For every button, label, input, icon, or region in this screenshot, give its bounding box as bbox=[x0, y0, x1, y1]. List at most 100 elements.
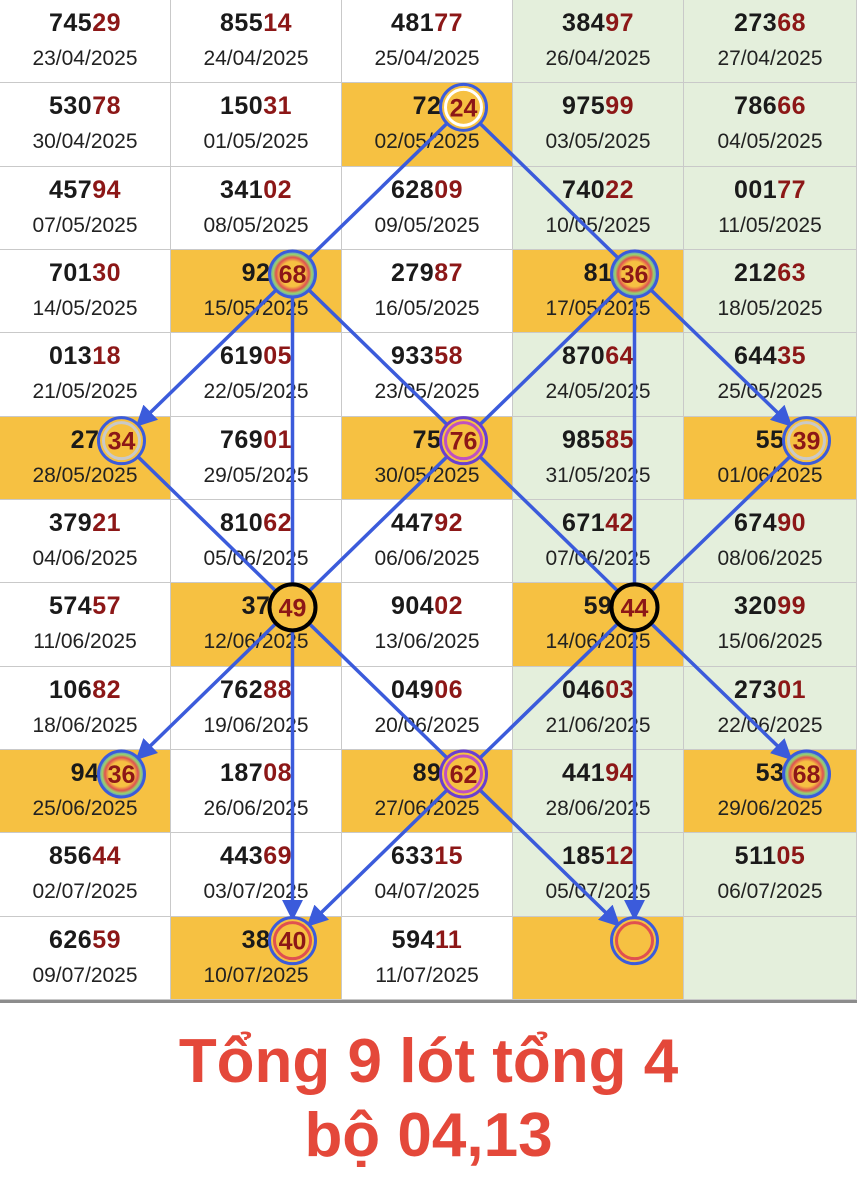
number-prefix: 273 bbox=[733, 9, 778, 37]
result-number: 27 bbox=[0, 426, 170, 455]
result-date: 28/05/2025 bbox=[32, 463, 138, 487]
result-number: 34102 bbox=[171, 176, 341, 205]
number-prefix: 574 bbox=[48, 592, 93, 621]
result-cell: 00177 11/05/2025 bbox=[684, 166, 857, 250]
result-cell: 61905 22/05/2025 bbox=[171, 333, 342, 417]
result-cell: 27368 27/04/2025 bbox=[684, 0, 857, 84]
number-suffix: 01 bbox=[263, 425, 293, 454]
number-suffix: 18 bbox=[92, 342, 122, 371]
result-cell: 27 28/05/2025 bbox=[0, 416, 171, 500]
result-cell: 90402 13/06/2025 bbox=[342, 583, 513, 667]
result-number: 38 bbox=[171, 926, 341, 955]
result-number: 10682 bbox=[0, 676, 170, 705]
result-number: 90402 bbox=[342, 592, 512, 621]
result-number: 44194 bbox=[513, 759, 683, 788]
result-cell: 37921 04/06/2025 bbox=[0, 499, 171, 584]
number-prefix: 187 bbox=[219, 758, 264, 787]
result-date: 25/05/2025 bbox=[717, 380, 823, 404]
number-suffix: 02 bbox=[263, 175, 293, 204]
number-prefix: 38 bbox=[241, 925, 271, 954]
number-prefix: 150 bbox=[219, 92, 264, 121]
result-cell: 18708 26/06/2025 bbox=[171, 749, 342, 834]
number-suffix: 31 bbox=[263, 92, 293, 121]
result-cell: 48177 25/04/2025 bbox=[342, 0, 513, 84]
result-number: 32099 bbox=[684, 592, 856, 621]
result-cell: 62659 09/07/2025 bbox=[0, 916, 171, 1000]
number-suffix: 44 bbox=[92, 842, 122, 871]
number-prefix: 745 bbox=[48, 9, 93, 37]
result-date: 04/05/2025 bbox=[717, 130, 823, 154]
number-prefix: 904 bbox=[390, 592, 435, 621]
number-suffix: 64 bbox=[605, 342, 635, 371]
result-cell: 62809 09/05/2025 bbox=[342, 166, 513, 250]
number-prefix: 013 bbox=[48, 342, 93, 371]
number-suffix: 05 bbox=[263, 342, 293, 371]
result-number: 57457 bbox=[0, 592, 170, 621]
number-suffix: 88 bbox=[263, 675, 293, 704]
number-prefix: 786 bbox=[733, 92, 778, 121]
result-number: 38497 bbox=[513, 9, 683, 38]
result-number: 44792 bbox=[342, 509, 512, 538]
number-suffix: 58 bbox=[434, 342, 464, 371]
result-number: 67142 bbox=[513, 509, 683, 538]
number-suffix: 22 bbox=[605, 175, 635, 204]
number-suffix: 11 bbox=[434, 925, 463, 954]
result-cell: 27987 16/05/2025 bbox=[342, 249, 513, 334]
result-number: 64435 bbox=[684, 342, 856, 371]
result-date: 24/04/2025 bbox=[203, 47, 309, 70]
result-number: 01318 bbox=[0, 342, 170, 371]
result-number: 53078 bbox=[0, 92, 170, 121]
number-prefix: 72 bbox=[412, 92, 442, 121]
number-suffix: 03 bbox=[605, 675, 635, 704]
result-date: 01/06/2025 bbox=[717, 463, 823, 487]
result-cell: 85514 24/04/2025 bbox=[171, 0, 342, 84]
result-date: 21/06/2025 bbox=[545, 713, 651, 737]
result-number: 61905 bbox=[171, 342, 341, 371]
result-number: 59 bbox=[513, 592, 683, 621]
result-number: 93358 bbox=[342, 342, 512, 371]
number-prefix: 001 bbox=[733, 175, 778, 204]
result-cell: 67142 07/06/2025 bbox=[513, 499, 684, 584]
lottery-results-grid: 74529 23/04/2025 85514 24/04/2025 48177 25/04… bbox=[0, 0, 857, 1003]
result-date: 30/04/2025 bbox=[32, 130, 138, 154]
result-cell: 32099 15/06/2025 bbox=[684, 583, 857, 667]
number-prefix: 106 bbox=[48, 675, 93, 704]
result-date: 10/07/2025 bbox=[203, 963, 309, 987]
number-prefix: 674 bbox=[733, 508, 778, 537]
number-prefix: 92 bbox=[241, 258, 271, 287]
result-cell: 59411 11/07/2025 bbox=[342, 916, 513, 1000]
result-date: 26/04/2025 bbox=[545, 47, 651, 70]
number-prefix: 441 bbox=[561, 758, 606, 787]
number-prefix: 633 bbox=[390, 842, 435, 871]
result-date: 05/07/2025 bbox=[545, 880, 651, 904]
number-prefix: 049 bbox=[390, 675, 435, 704]
result-date: 11/05/2025 bbox=[718, 213, 822, 237]
number-suffix: 69 bbox=[263, 842, 293, 871]
result-cell: 97599 03/05/2025 bbox=[513, 83, 684, 167]
number-suffix: 99 bbox=[777, 592, 807, 621]
result-number: 53 bbox=[684, 759, 856, 788]
result-date: 17/05/2025 bbox=[545, 296, 651, 320]
result-cell: 18512 05/07/2025 bbox=[513, 833, 684, 917]
result-number: 04906 bbox=[342, 676, 512, 705]
number-prefix: 320 bbox=[733, 592, 778, 621]
number-suffix: 09 bbox=[434, 175, 464, 204]
number-prefix: 185 bbox=[561, 842, 606, 871]
number-suffix: 92 bbox=[434, 508, 464, 537]
result-date: 20/06/2025 bbox=[374, 713, 480, 737]
result-number: 27301 bbox=[684, 676, 856, 705]
result-date: 27/04/2025 bbox=[717, 47, 823, 70]
result-number: 18512 bbox=[513, 842, 683, 871]
result-cell: 44792 06/06/2025 bbox=[342, 499, 513, 584]
result-date: 04/06/2025 bbox=[32, 546, 138, 570]
number-prefix: 619 bbox=[219, 342, 264, 371]
result-number: 85644 bbox=[0, 842, 170, 871]
result-number: 55 bbox=[684, 426, 856, 455]
result-date: 03/05/2025 bbox=[545, 130, 651, 154]
result-number: 27987 bbox=[342, 259, 512, 288]
number-suffix: 08 bbox=[263, 758, 293, 787]
number-suffix: 99 bbox=[605, 92, 635, 121]
result-date: 08/06/2025 bbox=[717, 546, 823, 570]
result-number: 81062 bbox=[171, 509, 341, 538]
result-cell: 81062 05/06/2025 bbox=[171, 499, 342, 584]
